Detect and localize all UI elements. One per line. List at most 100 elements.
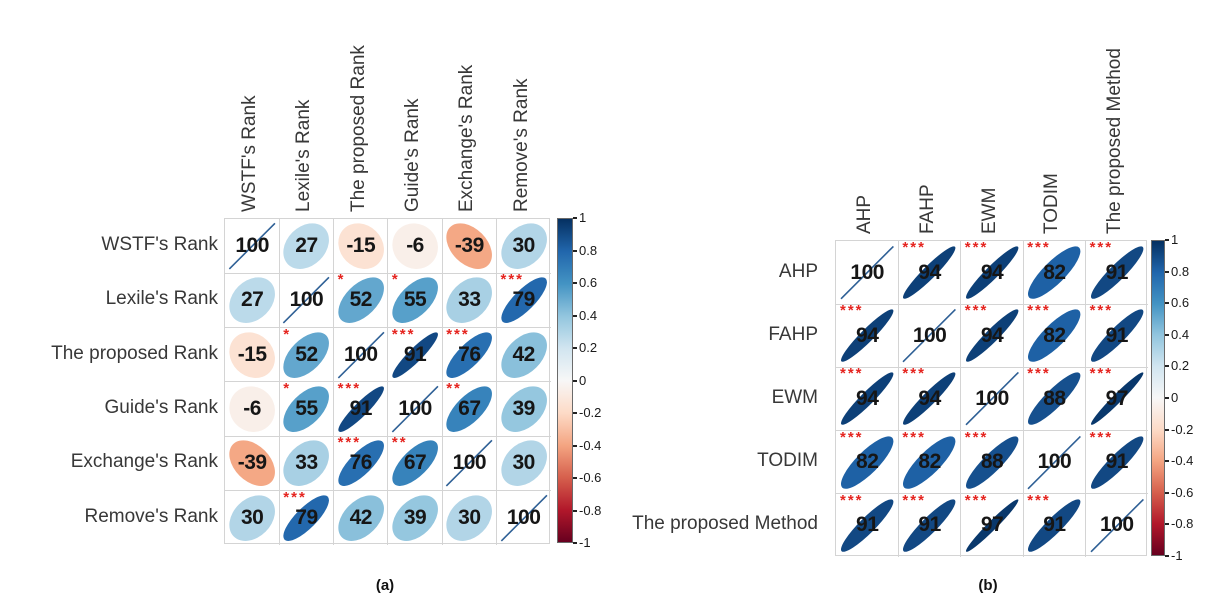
correlation-ellipse-glyph bbox=[500, 277, 547, 324]
grid-line bbox=[225, 381, 551, 383]
colorbar-tick-label: 0 bbox=[579, 372, 587, 388]
correlation-ellipse-glyph bbox=[283, 331, 330, 378]
matrix-cell: *** 76 bbox=[334, 435, 388, 490]
correlation-ellipse-glyph bbox=[965, 246, 1019, 299]
matrix-cell: -39 bbox=[225, 436, 279, 490]
significance-stars: *** bbox=[902, 491, 926, 509]
significance-stars: * bbox=[283, 325, 292, 343]
correlation-value: 88 bbox=[980, 450, 1004, 474]
correlation-ellipse-glyph bbox=[1090, 246, 1143, 299]
matrix-cell: *** 94 bbox=[898, 365, 960, 430]
correlation-value: 52 bbox=[349, 288, 373, 312]
column-label: The proposed Method bbox=[1103, 48, 1125, 234]
matrix-cell: 100 bbox=[334, 328, 388, 382]
grid-line bbox=[836, 303, 1148, 305]
matrix-cell: *** 82 bbox=[1023, 303, 1085, 367]
colorbar-tick-label: -0.8 bbox=[579, 502, 602, 518]
correlation-ellipse-glyph bbox=[283, 494, 330, 541]
colorbar-tick bbox=[573, 477, 577, 479]
correlation-value: 91 bbox=[856, 513, 879, 537]
correlation-ellipse-glyph bbox=[229, 331, 275, 378]
matrix-cell: *** 88 bbox=[961, 428, 1023, 494]
colorbar-tick-label: -0.2 bbox=[579, 405, 602, 420]
column-label: AHP bbox=[854, 194, 876, 234]
matrix-cell: 100 bbox=[898, 304, 960, 367]
correlation-value: 67 bbox=[458, 397, 481, 421]
matrix-cell: *** 91 bbox=[1086, 240, 1148, 304]
matrix-cell: *** 82 bbox=[898, 428, 960, 494]
correlation-ellipse-glyph bbox=[446, 223, 493, 269]
correlation-ellipse-glyph bbox=[965, 499, 1019, 552]
correlation-ellipse-glyph bbox=[392, 331, 438, 378]
correlation-ellipse-glyph bbox=[446, 331, 493, 378]
correlation-value: 94 bbox=[980, 260, 1004, 284]
correlation-value: 91 bbox=[918, 513, 941, 537]
colorbar-tick bbox=[1165, 428, 1169, 431]
correlation-ellipse-glyph bbox=[229, 386, 275, 432]
colorbar-tick bbox=[573, 282, 577, 284]
significance-stars: *** bbox=[902, 428, 926, 446]
correlation-value: 79 bbox=[295, 505, 318, 529]
row-label: EWM bbox=[771, 387, 818, 408]
correlation-ellipse-glyph bbox=[903, 372, 956, 426]
correlation-ellipse-glyph bbox=[500, 331, 547, 378]
significance-stars: *** bbox=[964, 428, 989, 446]
colorbar-tick-label: -0.6 bbox=[1171, 484, 1194, 500]
colorbar-tick-label: 0 bbox=[1171, 390, 1179, 405]
significance-stars: *** bbox=[902, 365, 926, 383]
correlation-value: 94 bbox=[918, 386, 941, 410]
matrix-cell: *** 91 bbox=[334, 381, 388, 436]
significance-stars: *** bbox=[840, 365, 864, 383]
matrix-cell: ** 67 bbox=[388, 435, 442, 490]
matrix-cell: *** 91 bbox=[388, 327, 442, 382]
colorbar-tick bbox=[1165, 365, 1169, 368]
matrix-cell: *** 94 bbox=[836, 302, 898, 367]
colorbar-tick-label: -0.2 bbox=[1171, 421, 1194, 437]
matrix-cell: *** 94 bbox=[898, 240, 960, 304]
correlation-value: -39 bbox=[454, 234, 484, 258]
correlation-ellipse-glyph bbox=[500, 440, 547, 487]
correlation-ellipse-glyph bbox=[283, 440, 330, 487]
significance-stars: *** bbox=[840, 302, 864, 320]
correlation-value: 39 bbox=[403, 505, 427, 529]
correlation-ellipse-glyph bbox=[500, 386, 547, 432]
correlation-ellipse-glyph bbox=[965, 435, 1019, 489]
grid-line bbox=[897, 241, 899, 557]
colorbar-tick-label: -0.4 bbox=[579, 437, 602, 453]
row-label: The proposed Rank bbox=[51, 342, 218, 364]
correlation-ellipse-glyph bbox=[337, 440, 384, 487]
correlation-ellipse-glyph bbox=[229, 440, 275, 487]
colorbar bbox=[557, 218, 573, 543]
matrix-cell: *** 91 bbox=[1086, 430, 1148, 494]
matrix-cell: *** 82 bbox=[1023, 240, 1085, 304]
diagonal-line-glyph bbox=[228, 222, 276, 270]
matrix-cell: -6 bbox=[225, 382, 279, 436]
matrix-cell: 39 bbox=[497, 382, 551, 436]
colorbar-tick bbox=[573, 379, 577, 382]
matrix-cell: * 55 bbox=[279, 381, 333, 436]
correlation-value: 27 bbox=[240, 288, 264, 312]
matrix-cell: 100 bbox=[1023, 431, 1085, 494]
correlation-value: -15 bbox=[346, 234, 376, 258]
correlation-value: 79 bbox=[512, 288, 535, 312]
correlation-ellipse-glyph bbox=[337, 386, 384, 432]
matrix-cell: 33 bbox=[442, 273, 496, 327]
matrix-cell: *** 91 bbox=[898, 491, 960, 557]
matrix-cell: *** 91 bbox=[1086, 302, 1148, 367]
diagonal-line-glyph bbox=[391, 385, 439, 433]
column-label: FAHP bbox=[916, 184, 938, 234]
significance-stars: *** bbox=[1089, 302, 1114, 320]
grid-line bbox=[441, 219, 443, 545]
significance-stars: *** bbox=[840, 428, 864, 446]
correlation-ellipse-glyph bbox=[283, 223, 330, 269]
correlation-ellipse-glyph bbox=[392, 494, 438, 541]
correlation-ellipse-glyph bbox=[337, 494, 384, 541]
correlation-ellipse-glyph bbox=[1090, 372, 1143, 426]
correlation-value: 97 bbox=[980, 513, 1004, 537]
correlation-value: 100 bbox=[850, 260, 884, 284]
significance-stars: ** bbox=[446, 379, 462, 397]
correlation-ellipse-glyph bbox=[392, 440, 438, 487]
correlation-value: 76 bbox=[458, 342, 481, 366]
correlation-ellipse-glyph bbox=[903, 435, 956, 489]
